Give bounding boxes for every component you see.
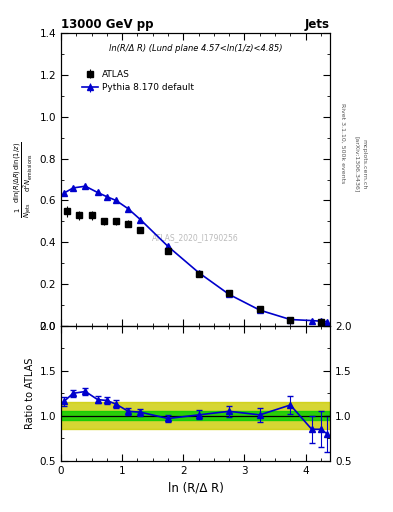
Text: Jets: Jets bbox=[305, 18, 330, 31]
Text: 13000 GeV pp: 13000 GeV pp bbox=[61, 18, 153, 31]
X-axis label: ln (R/Δ R): ln (R/Δ R) bbox=[167, 481, 224, 494]
Text: ln(R/Δ R) (Lund plane 4.57<ln(1/z)<4.85): ln(R/Δ R) (Lund plane 4.57<ln(1/z)<4.85) bbox=[109, 44, 282, 53]
Text: ATLAS_2020_I1790256: ATLAS_2020_I1790256 bbox=[152, 233, 239, 243]
Text: Rivet 3.1.10, 500k events: Rivet 3.1.10, 500k events bbox=[340, 103, 345, 183]
Legend: ATLAS, Pythia 8.170 default: ATLAS, Pythia 8.170 default bbox=[79, 67, 197, 95]
Text: [arXiv:1306.3436]: [arXiv:1306.3436] bbox=[354, 136, 359, 192]
Y-axis label: $\frac{1}{N_\mathrm{jets}}\frac{\mathrm{d}\ln(R/\Delta R)\,\mathrm{d}\ln(1/z)}{\: $\frac{1}{N_\mathrm{jets}}\frac{\mathrm{… bbox=[13, 141, 35, 218]
Y-axis label: Ratio to ATLAS: Ratio to ATLAS bbox=[25, 357, 35, 429]
Text: mcplots.cern.ch: mcplots.cern.ch bbox=[362, 139, 367, 189]
